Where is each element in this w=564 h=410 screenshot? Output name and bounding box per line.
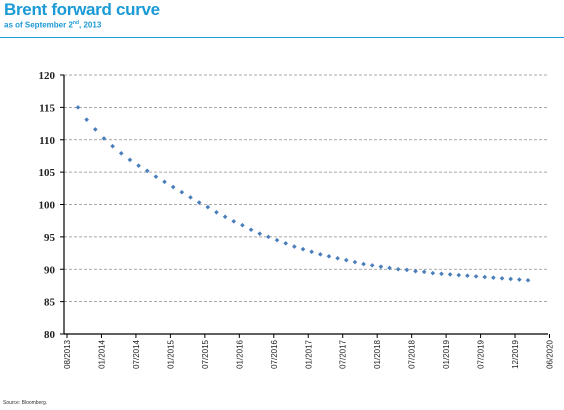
y-tick-label-100: 100 [39,200,56,212]
data-point-17 [222,214,228,220]
data-point-40 [421,269,427,275]
x-axis-ticks: 08/2013 01/2014 07/2014 01/2015 07/2015 01/20… [63,334,555,369]
data-point-11 [170,184,176,190]
data-point-27 [309,249,314,255]
data-point-32 [352,259,358,265]
data-point-44 [456,272,462,278]
data-point-36 [387,265,392,271]
x-tick-label-14: 06/2020 [546,339,555,368]
header-divider [0,37,564,38]
data-point-21 [257,231,263,236]
y-tick-label-110: 110 [39,135,55,147]
data-point-22 [266,234,271,240]
data-point-6 [127,157,133,163]
data-point-45 [465,273,470,279]
data-point-42 [439,271,444,277]
data-point-28 [318,252,323,257]
data-point-38 [404,267,410,273]
data-point-41 [430,270,436,276]
data-point-14 [196,200,202,205]
page-title: Brent forward curve [4,0,160,19]
data-point-51 [517,277,522,282]
data-point-5 [118,151,124,156]
data-point-13 [188,195,193,200]
subtitle-main: as of September 2 [4,20,73,30]
x-tick-label-3: 01/2015 [166,339,175,368]
data-point-16 [214,209,219,215]
x-tick-label-7: 01/2017 [304,339,313,368]
data-point-19 [240,222,245,228]
x-tick-label-2: 07/2014 [132,339,141,368]
data-point-18 [231,219,237,224]
data-point-15 [205,204,211,210]
page-subtitle: as of September 2nd, 2013 [4,20,101,30]
data-point-4 [110,143,115,149]
y-tick-label-85: 85 [44,297,56,309]
subtitle-superscript: nd [72,20,80,26]
data-point-20 [248,227,254,233]
data-point-37 [395,266,401,272]
data-point-49 [499,276,505,281]
y-tick-label-120: 120 [39,70,56,82]
y-tick-label-80: 80 [44,329,56,341]
subtitle-tail: , 2013 [79,20,102,30]
data-point-10 [162,179,167,185]
data-point-48 [491,275,496,280]
data-point-30 [335,255,340,261]
source-note: Source: Bloomberg. [3,400,48,406]
data-point-35 [378,264,384,269]
x-tick-label-10: 07/2018 [408,339,417,368]
y-axis-ticks: 80 85 90 95 100 105 110 115 120 [39,70,64,341]
data-point-23 [274,237,280,243]
data-point-47 [482,274,488,280]
data-point-12 [179,189,185,195]
data-point-2 [93,127,98,132]
data-point-34 [369,263,375,268]
x-tick-label-11: 01/2019 [442,339,451,368]
data-point-24 [283,241,288,246]
data-point-39 [413,268,418,274]
data-point-33 [361,261,366,267]
x-tick-label-4: 07/2015 [201,339,210,368]
chart-gridlines [64,74,548,303]
data-point-50 [508,276,513,282]
data-point-3 [101,136,107,141]
y-tick-label-90: 90 [44,264,56,276]
y-tick-label-105: 105 [39,167,56,179]
x-tick-label-1: 01/2014 [97,339,106,368]
x-tick-label-5: 01/2016 [235,339,244,368]
data-point-9 [153,174,159,179]
price-series [75,105,531,283]
data-point-0 [75,105,81,110]
y-tick-label-95: 95 [44,232,56,244]
x-tick-label-8: 07/2017 [339,339,348,368]
data-point-52 [525,277,531,283]
data-point-26 [300,246,306,252]
x-tick-label-13: 12/2019 [511,339,520,368]
data-point-7 [136,163,141,168]
data-point-46 [473,274,479,279]
data-point-31 [343,257,349,263]
data-point-43 [447,272,453,277]
x-tick-label-0: 08/2013 [63,339,72,368]
x-tick-label-12: 07/2019 [477,339,486,368]
x-tick-label-6: 07/2016 [270,339,279,368]
y-tick-label-115: 115 [39,102,55,114]
data-point-1 [84,117,89,122]
data-point-25 [292,244,297,249]
x-tick-label-9: 01/2018 [373,339,382,368]
data-point-29 [326,254,332,259]
data-point-8 [144,168,150,174]
